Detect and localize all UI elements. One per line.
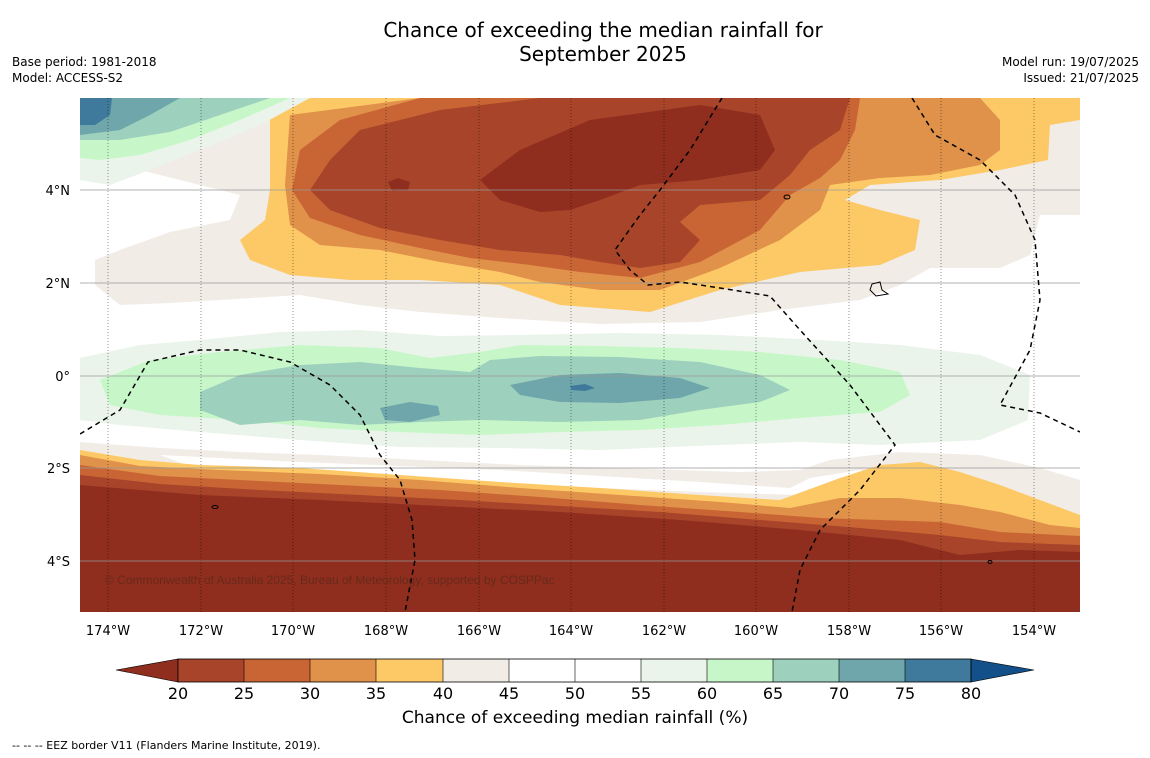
colorbar-frame [177, 658, 972, 683]
colorbar-swatch [905, 659, 971, 682]
colorbar-swatch [773, 659, 839, 682]
colorbar-tick-label: 20 [168, 684, 188, 703]
colorbar-swatch [707, 659, 773, 682]
island [987, 560, 993, 564]
band-lt20-south [80, 485, 1080, 612]
band-75-spot [570, 384, 595, 391]
lat-tick-label: 4°S [47, 555, 70, 570]
lon-tick-label: 162°W [642, 624, 686, 639]
lon-tick-label: 170°W [271, 624, 315, 639]
eez-border-west [80, 349, 416, 612]
colorbar-swatch [178, 659, 244, 682]
lat-tick-label: 2°N [46, 277, 71, 292]
base-period: Base period: 1981-2018 [12, 55, 157, 69]
lon-tick-label: 172°W [179, 624, 223, 639]
colorbar-tick-label: 30 [300, 684, 320, 703]
colorbar-tick-label: 35 [366, 684, 386, 703]
lat-tick-label: 2°S [47, 462, 70, 477]
colorbar-tick-label: 70 [829, 684, 849, 703]
colorbar-swatch [376, 659, 443, 682]
metadata-right: Model run: 19/07/2025 Issued: 21/07/2025 [1002, 54, 1139, 86]
lat-tick-label: 4°N [46, 184, 71, 199]
model-name: Model: ACCESS-S2 [12, 71, 124, 85]
lon-tick-label: 166°W [457, 624, 501, 639]
lon-axis: 174°W 172°W 170°W 168°W 166°W 164°W 162°… [86, 624, 1056, 639]
band-70-spot [380, 402, 440, 422]
gridlines-lat [80, 189, 1080, 562]
island [783, 194, 791, 200]
colorbar-tick-label: 25 [234, 684, 254, 703]
colorbar-tick-label: 65 [763, 684, 783, 703]
band-70-equator [510, 373, 710, 403]
colorbar-swatch [509, 659, 575, 682]
lon-tick-label: 156°W [919, 624, 963, 639]
eez-border-north [614, 98, 896, 612]
band-75-nw [80, 98, 112, 125]
band-45-gap [160, 455, 880, 495]
band-lt20-spot [388, 178, 410, 191]
lon-tick-label: 168°W [364, 624, 408, 639]
island [211, 505, 219, 509]
eez-border-east [911, 98, 1080, 433]
colorbar-swatch [244, 659, 310, 682]
colorbar-extend-low [115, 658, 179, 683]
band-65-equator [200, 356, 790, 425]
colorbar-swatch [575, 659, 641, 682]
copyright-text: © Commonwealth of Australia 2025, Bureau… [105, 573, 555, 587]
lat-tick-label: 0° [55, 370, 70, 385]
colorbar-swatch [443, 659, 509, 682]
lon-tick-label: 160°W [734, 624, 778, 639]
colorbar-tick-label: 45 [499, 684, 519, 703]
colorbar-ticks: 20 25 30 35 40 45 50 55 60 65 70 75 80 [168, 684, 981, 703]
lon-tick-label: 154°W [1012, 624, 1056, 639]
issued-date: Issued: 21/07/2025 [1023, 71, 1139, 85]
island [869, 281, 890, 297]
map-title: Chance of exceeding the median rainfall … [300, 18, 906, 66]
eez-borders [80, 98, 1080, 612]
islands [211, 194, 993, 564]
rainfall-field: © Commonwealth of Australia 2025, Bureau… [80, 98, 1080, 612]
colorbar-swatch [310, 659, 376, 682]
colorbar: 20 25 30 35 40 45 50 55 60 65 70 75 80 [115, 658, 1035, 703]
title-line-2: September 2025 [519, 42, 687, 66]
title-line-1: Chance of exceeding the median rainfall … [383, 18, 823, 42]
colorbar-tick-label: 50 [565, 684, 585, 703]
metadata-left: Base period: 1981-2018 Model: ACCESS-S2 [12, 54, 157, 86]
model-run-date: Model run: 19/07/2025 [1001, 55, 1139, 69]
colorbar-dividers [243, 659, 906, 682]
eez-footnote: -- -- -- EEZ border V11 (Flanders Marine… [12, 739, 321, 752]
lon-tick-label: 174°W [86, 624, 130, 639]
lat-axis: 4°N 2°N 0° 2°S 4°S [46, 184, 71, 570]
colorbar-swatch [641, 659, 707, 682]
colorbar-tick-label: 55 [631, 684, 651, 703]
colorbar-tick-label: 40 [433, 684, 453, 703]
colorbar-tick-label: 60 [697, 684, 717, 703]
colorbar-swatch [839, 659, 905, 682]
colorbar-extend-high [970, 658, 1035, 683]
lon-tick-label: 158°W [827, 624, 871, 639]
colorbar-tick-label: 80 [961, 684, 981, 703]
lon-tick-label: 164°W [549, 624, 593, 639]
colorbar-title: Chance of exceeding median rainfall (%) [401, 708, 749, 728]
colorbar-tick-label: 75 [895, 684, 915, 703]
